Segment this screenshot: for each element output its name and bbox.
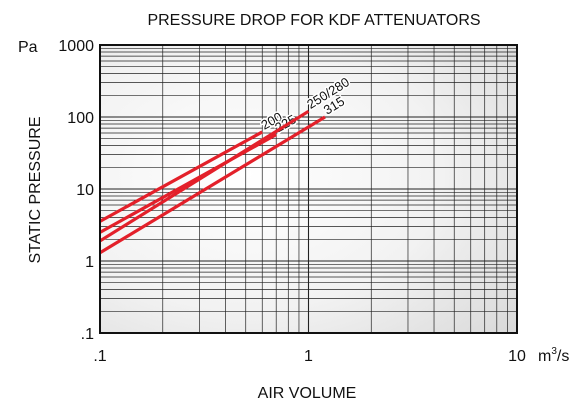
- y-tick-label: 1: [85, 254, 94, 271]
- plot-frame: [99, 44, 518, 334]
- chart-title: PRESSURE DROP FOR KDF ATTENUATORS: [147, 12, 480, 29]
- x-axis-label: AIR VOLUME: [258, 385, 357, 402]
- x-tick-label: 1: [304, 348, 313, 365]
- grid-lines: [99, 45, 517, 334]
- x-tick-label: .1: [93, 348, 106, 365]
- series-line-200: [99, 130, 264, 223]
- y-unit-label: Pa: [18, 39, 38, 56]
- y-tick-labels: .1 1 10 100 1000: [58, 38, 94, 343]
- y-axis-label: STATIC PRESSURE: [27, 117, 44, 264]
- x-unit-label: m3/s: [538, 346, 569, 365]
- y-tick-label: 100: [67, 110, 94, 127]
- x-tick-labels: .1 1 10: [93, 348, 526, 365]
- series-line-315: [99, 115, 326, 255]
- y-tick-label: 1000: [58, 38, 94, 55]
- x-tick-label: 10: [508, 348, 526, 365]
- y-tick-label: .1: [81, 326, 94, 343]
- y-tick-label: 10: [76, 182, 94, 199]
- series-line-250-280: [99, 109, 310, 243]
